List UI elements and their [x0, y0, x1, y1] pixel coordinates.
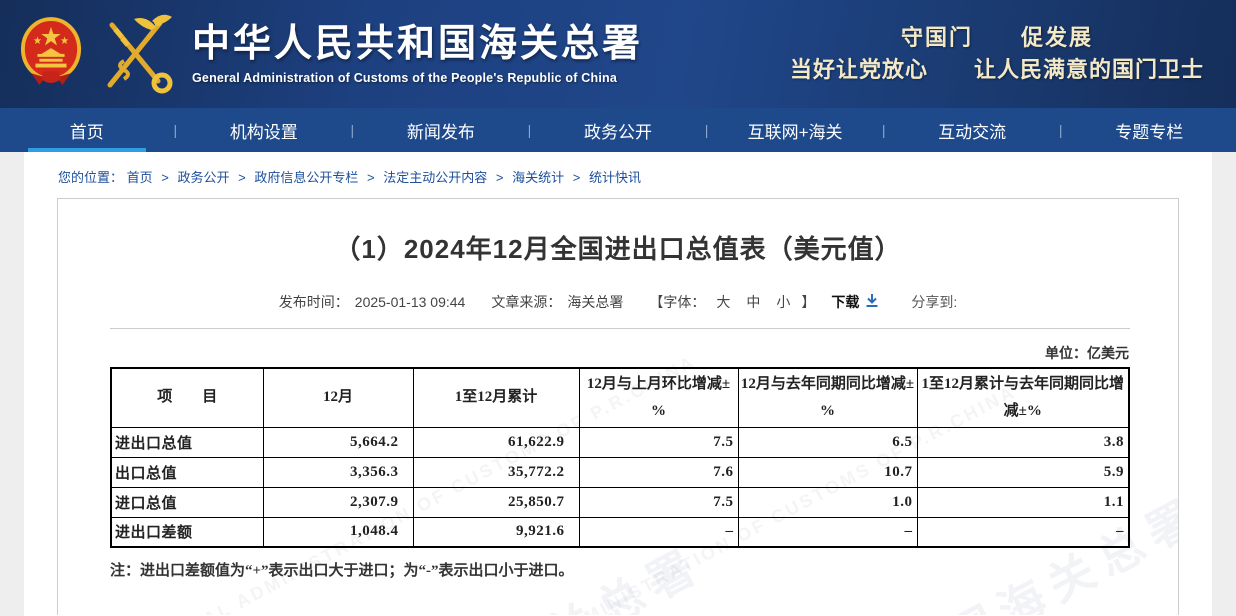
main-nav: 首页 | 机构设置 | 新闻发布 | 政务公开 | 互联网+海关 | 互动交流 …	[0, 108, 1236, 152]
meta-divider	[110, 328, 1130, 329]
content-wrap: 您的位置： 首页 > 政务公开 > 政府信息公开专栏 > 法定主动公开内容 > …	[24, 152, 1212, 616]
column-header-december: 12月	[262, 367, 414, 428]
table-cell: 1.1	[916, 486, 1130, 518]
nav-separator: |	[527, 122, 532, 138]
font-size-small-button[interactable]: 小	[776, 294, 791, 310]
publish-time-value: 2025-01-13 09:44	[354, 294, 466, 310]
nav-item-interaction[interactable]: 互动交流	[938, 122, 1007, 142]
column-header-mom-change: 12月与上月环比增减±%	[578, 367, 739, 428]
table-cell: 3.8	[916, 426, 1130, 458]
source-label: 文章来源：	[491, 294, 562, 310]
column-header-item: 项 目	[110, 367, 264, 428]
table-cell: 35,772.2	[412, 456, 580, 488]
table-cell: 9,921.6	[412, 516, 580, 548]
table-cell: 1,048.4	[262, 516, 414, 548]
logo-group	[20, 9, 178, 100]
breadcrumb-prefix: 您的位置：	[58, 170, 124, 185]
breadcrumb: 您的位置： 首页 > 政务公开 > 政府信息公开专栏 > 法定主动公开内容 > …	[24, 152, 1212, 198]
breadcrumb-separator: >	[572, 170, 581, 185]
table-cell: 2,307.9	[262, 486, 414, 518]
table-cell: 7.5	[578, 426, 739, 458]
page-title: （1）2024年12月全国进出口总值表（美元值）	[334, 234, 902, 264]
table-cell: 25,850.7	[412, 486, 580, 518]
font-size-bracket-open: 【字体：	[649, 294, 706, 310]
article-card: 中华人民共和国海关总署 中华人民共和国海关总署 GENERAL ADMINIST…	[57, 198, 1179, 615]
nav-separator: |	[173, 122, 178, 138]
font-size-bracket-close: 】	[801, 294, 816, 310]
site-title: 中华人民共和国海关总署	[192, 23, 644, 66]
breadcrumb-item-gov-affairs[interactable]: 政务公开	[177, 170, 230, 185]
breadcrumb-item-statistics-express[interactable]: 统计快讯	[588, 170, 641, 185]
source-value: 海关总署	[567, 294, 624, 310]
table-cell: 7.5	[578, 486, 739, 518]
nav-item-special-topics[interactable]: 专题专栏	[1115, 122, 1184, 142]
table-cell: 6.5	[737, 426, 918, 458]
share-label: 分享到:	[911, 294, 958, 310]
nav-item-news[interactable]: 新闻发布	[406, 122, 475, 142]
customs-key-caduceus-icon	[96, 9, 178, 100]
column-header-cumulative-yoy-change: 1至12月累计与去年同期同比增减±%	[916, 367, 1130, 428]
breadcrumb-separator: >	[367, 170, 375, 185]
breadcrumb-separator: >	[238, 170, 246, 185]
table-cell: 进出口差额	[110, 516, 264, 548]
table-row-import: 进口总值 2,307.9 25,850.7 7.5 1.0 1.1	[110, 486, 1130, 518]
table-cell: 7.6	[578, 456, 739, 488]
table-cell: 1.0	[737, 486, 918, 518]
table-row-total-import-export: 进出口总值 5,664.2 61,622.9 7.5 6.5 3.8	[110, 426, 1130, 458]
breadcrumb-item-customs-statistics[interactable]: 海关统计	[512, 170, 565, 185]
table-cell: –	[916, 516, 1130, 548]
download-label: 下载	[831, 294, 860, 310]
table-cell: 进口总值	[110, 486, 264, 518]
column-header-yoy-change: 12月与去年同期同比增减±%	[737, 367, 918, 428]
import-export-table: 项 目 12月 1至12月累计 12月与上月环比增减±% 12月与去年同期同比增…	[110, 367, 1130, 548]
table-note: 注：进出口差额值为“+”表示出口大于进口；为“-”表示出口小于进口。	[110, 563, 574, 579]
unit-label: 单位：亿美元	[1045, 347, 1129, 362]
breadcrumb-separator: >	[161, 170, 169, 185]
national-emblem-icon	[20, 16, 82, 92]
font-size-large-button[interactable]: 大	[716, 294, 731, 310]
nav-item-gov-affairs[interactable]: 政务公开	[584, 122, 652, 142]
table-cell: 5,664.2	[262, 426, 414, 458]
breadcrumb-separator: >	[495, 170, 504, 185]
breadcrumb-item-info-disclosure[interactable]: 政府信息公开专栏	[254, 170, 359, 185]
nav-item-internet-customs[interactable]: 互联网+海关	[747, 122, 843, 142]
nav-item-home[interactable]: 首页	[0, 108, 173, 152]
font-size-medium-button[interactable]: 中	[746, 294, 761, 310]
breadcrumb-item-home[interactable]: 首页	[126, 170, 153, 185]
nav-separator: |	[1058, 122, 1063, 138]
site-title-block: 中华人民共和国海关总署 General Administration of Cu…	[192, 23, 643, 85]
site-header: 中华人民共和国海关总署 General Administration of Cu…	[0, 0, 1236, 108]
download-icon	[865, 293, 879, 311]
table-cell: –	[578, 516, 739, 548]
table-cell: –	[737, 516, 918, 548]
slogan-line-2: 当好让党放心 让人民满意的国门卫士	[789, 57, 1204, 82]
table-cell: 61,622.9	[412, 426, 580, 458]
breadcrumb-item-statutory-content[interactable]: 法定主动公开内容	[383, 170, 488, 185]
table-header-row: 项 目 12月 1至12月累计 12月与上月环比增减±% 12月与去年同期同比增…	[110, 367, 1130, 428]
nav-separator: |	[350, 122, 355, 138]
table-cell: 3,356.3	[262, 456, 414, 488]
publish-time-label: 发布时间：	[278, 294, 349, 310]
table-cell: 进出口总值	[110, 426, 264, 458]
nav-item-organization[interactable]: 机构设置	[229, 122, 298, 142]
site-subtitle: General Administration of Customs of the…	[192, 70, 617, 85]
column-header-jan-dec-total: 1至12月累计	[412, 367, 580, 428]
table-cell: 10.7	[737, 456, 918, 488]
nav-separator: |	[704, 122, 709, 138]
article-meta: 发布时间： 2025-01-13 09:44 文章来源： 海关总署 【字体： 大…	[58, 292, 1178, 312]
nav-separator: |	[881, 122, 886, 138]
table-row-trade-balance: 进出口差额 1,048.4 9,921.6 – – –	[110, 516, 1130, 548]
header-slogan: 守国门 促发展 当好让党放心 让人民满意的国门卫士	[790, 22, 1204, 86]
table-cell: 5.9	[916, 456, 1130, 488]
table-cell: 出口总值	[110, 456, 264, 488]
slogan-line-1: 守国门 促发展	[900, 25, 1093, 51]
table-row-export: 出口总值 3,356.3 35,772.2 7.6 10.7 5.9	[110, 456, 1130, 488]
download-button[interactable]: 下载	[831, 292, 879, 312]
